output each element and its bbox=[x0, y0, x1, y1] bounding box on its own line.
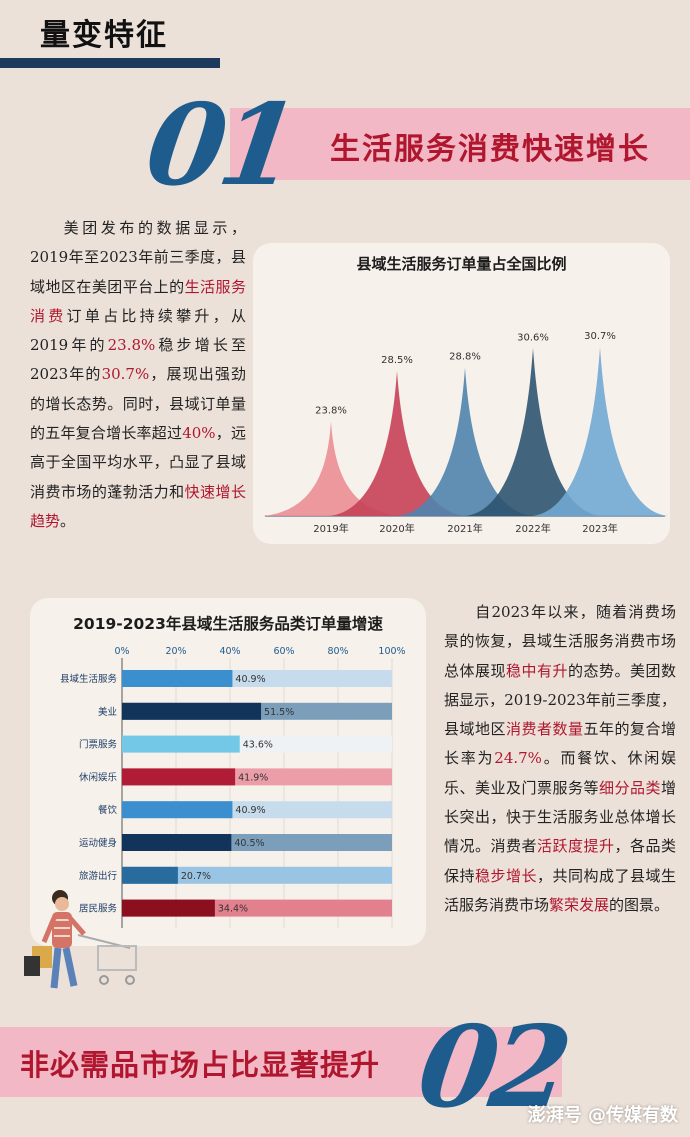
data-label: 40.9% bbox=[235, 674, 265, 685]
highlighted-text: 23.8% bbox=[107, 336, 156, 355]
paragraph-text: ，各品类保持 bbox=[444, 837, 676, 885]
part1-banner bbox=[230, 108, 690, 180]
highlighted-text: 稳步增长 bbox=[475, 866, 537, 885]
category-label: 餐饮 bbox=[98, 804, 118, 816]
data-label: 34.4% bbox=[218, 904, 248, 915]
category-label: 门票服务 bbox=[79, 739, 118, 751]
highlighted-text: 快速增长趋势 bbox=[30, 482, 246, 530]
x-tick-label: 0% bbox=[114, 646, 129, 657]
bar bbox=[122, 801, 233, 819]
peak-mark bbox=[263, 421, 399, 516]
bar bbox=[122, 768, 236, 786]
data-label: 40.5% bbox=[234, 838, 264, 849]
highlighted-text: 生活服务消费 bbox=[30, 277, 246, 325]
title-underline bbox=[0, 58, 220, 68]
x-tick-label: 2019年 bbox=[313, 522, 348, 535]
highlighted-text: 消费者数量 bbox=[506, 720, 584, 739]
highlighted-text: 30.7% bbox=[101, 365, 150, 384]
data-label: 51.5% bbox=[264, 707, 294, 718]
paragraph-text: 的图景。 bbox=[609, 895, 670, 914]
part1-number: 01 bbox=[138, 80, 302, 211]
paragraph-text: 。 bbox=[60, 511, 76, 530]
bar bbox=[122, 899, 215, 917]
shopper-illustration bbox=[24, 890, 137, 989]
paragraph-text: ，远高于全国平均水平，凸显了县域消费市场的蓬勃活力和 bbox=[30, 424, 246, 501]
paragraph-text: ，共同构成了县域生活服务消费市场 bbox=[444, 866, 676, 914]
paragraph-text: 订单占比持续攀升，从2019年的 bbox=[30, 306, 246, 355]
peak-mark bbox=[465, 348, 601, 516]
data-label: 41.9% bbox=[238, 772, 268, 783]
highlighted-text: 40% bbox=[182, 424, 216, 443]
share-chart-card: 县域生活服务订单量占全国比例 23.8% 2019年 28.5% 2020年 28.8%… bbox=[253, 243, 670, 544]
data-label: 43.6% bbox=[243, 740, 273, 751]
paragraph-text: 自2023年以来，随着消费场景的恢复，县域生活服务消费市场总体展现 bbox=[444, 603, 676, 680]
share-chart-title: 县域生活服务订单量占全国比例 bbox=[356, 255, 567, 273]
paragraph-text: 。而餐饮、休闲娱乐、美业及门票服务等 bbox=[444, 749, 676, 797]
watermark: 澎湃号 @传媒有数 bbox=[527, 1105, 678, 1126]
part2-title: 非必需品市场占比显著提升 bbox=[20, 1048, 381, 1082]
highlighted-text: 细分品类 bbox=[598, 778, 661, 797]
growth-chart: 0% 20% 40% 60% 80% 100% 县域生活服务 40.9% 美业 51.5% 门票服务… bbox=[60, 646, 406, 928]
x-tick-label: 80% bbox=[327, 646, 348, 657]
data-label: 28.5% bbox=[381, 355, 413, 366]
peak-mark bbox=[329, 370, 465, 516]
highlighted-text: 稳中有升 bbox=[506, 661, 568, 680]
bar bbox=[122, 735, 240, 753]
category-label: 旅游出行 bbox=[79, 870, 118, 882]
paragraph-2: 自2023年以来，随着消费场景的恢复，县域生活服务消费市场总体展现稳中有升的态势… bbox=[444, 598, 676, 920]
part1-title: 生活服务消费快速增长 bbox=[330, 132, 650, 167]
data-label: 23.8% bbox=[315, 405, 347, 416]
x-tick-label: 20% bbox=[165, 646, 186, 657]
paragraph-1: 美团发布的数据显示，2019年至2023年前三季度，县域地区在美团平台上的生活服… bbox=[30, 214, 246, 536]
highlighted-text: 繁荣发展 bbox=[549, 895, 610, 914]
x-tick-label: 100% bbox=[378, 646, 405, 657]
category-label: 运动健身 bbox=[79, 837, 117, 849]
share-chart: 23.8% 2019年 28.5% 2020年 28.8% 2021年 30.6% 2022年… bbox=[263, 331, 668, 535]
category-label: 休闲娱乐 bbox=[79, 771, 118, 783]
part2-banner bbox=[0, 1027, 562, 1097]
growth-chart-card: 2019-2023年县域生活服务品类订单量增速 0% 20% 40% 60% 80% 10… bbox=[30, 598, 426, 946]
bar bbox=[122, 702, 262, 720]
section-title: 量变特征 bbox=[40, 18, 168, 53]
category-label: 美业 bbox=[98, 706, 117, 718]
data-label: 20.7% bbox=[181, 871, 211, 882]
paragraph-text: 稳步增长至2023年的 bbox=[30, 336, 246, 384]
x-tick-label: 60% bbox=[273, 646, 294, 657]
paragraph-text: 美团发布的数据显示，2019年至2023年前三季度，县域地区在美团平台上的 bbox=[30, 219, 246, 296]
data-label: 30.6% bbox=[517, 332, 549, 343]
bar-remainder bbox=[122, 866, 392, 884]
bar bbox=[122, 670, 233, 687]
x-tick-label: 2021年 bbox=[447, 522, 482, 535]
paragraph-text: 的态势。美团数据显示，2019-2023年前三季度，县域地区 bbox=[444, 661, 676, 739]
paragraph-text: ，展现出强劲的增长态势。同时，县域订单量的五年复合增长率超过 bbox=[30, 365, 246, 443]
x-tick-label: 2020年 bbox=[379, 522, 414, 535]
bar bbox=[122, 834, 232, 851]
data-label: 40.9% bbox=[235, 805, 265, 816]
peak-mark bbox=[397, 367, 533, 516]
highlighted-text: 24.7% bbox=[494, 749, 542, 768]
category-label: 县域生活服务 bbox=[60, 673, 118, 685]
x-tick-label: 2023年 bbox=[582, 522, 617, 535]
category-label: 居民服务 bbox=[79, 903, 118, 915]
bar bbox=[122, 866, 178, 884]
x-tick-label: 40% bbox=[219, 646, 240, 657]
growth-chart-title: 2019-2023年县域生活服务品类订单量增速 bbox=[73, 615, 383, 633]
highlighted-text: 活跃度提升 bbox=[536, 837, 615, 856]
paragraph-text: 增长突出，快于生活服务业总体增长情况。消费者 bbox=[444, 778, 676, 856]
data-label: 28.8% bbox=[449, 352, 481, 363]
paragraph-text: 五年的复合增长率为 bbox=[444, 720, 676, 768]
peak-mark bbox=[532, 347, 668, 516]
data-label: 30.7% bbox=[584, 331, 616, 342]
x-tick-label: 2022年 bbox=[515, 522, 550, 535]
